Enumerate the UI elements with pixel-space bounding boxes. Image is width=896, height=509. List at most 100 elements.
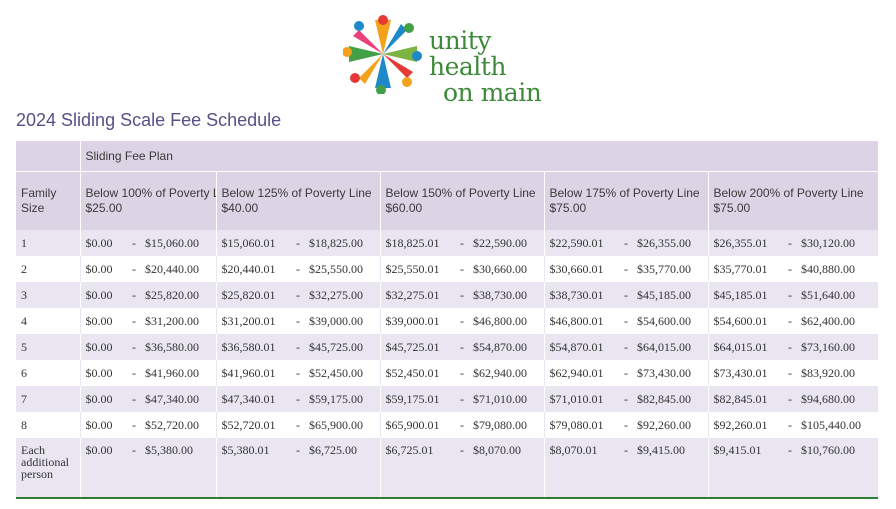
range-separator: -	[128, 308, 140, 334]
range-high-cell: $71,010.00	[468, 386, 544, 412]
range-low-cell: $54,870.01	[543, 334, 620, 360]
range-separator: -	[456, 282, 468, 308]
range-low-cell: $22,590.01	[543, 230, 620, 256]
range-low-cell: $62,940.01	[543, 360, 620, 386]
band-label: Below 100% of Poverty Line	[85, 186, 216, 200]
corner-cell	[16, 141, 81, 172]
range-low-cell: $45,185.01	[707, 282, 784, 308]
range-high-cell: $83,920.00	[796, 360, 879, 386]
family-size-cell: 8	[16, 412, 80, 438]
range-low-cell: $45,725.01	[379, 334, 456, 360]
range-high-cell: $40,880.00	[796, 256, 879, 282]
range-high-cell: $54,870.00	[468, 334, 544, 360]
range-high-cell: $79,080.00	[468, 412, 544, 438]
range-high-cell: $46,800.00	[468, 308, 544, 334]
family-size-cell: 4	[16, 308, 80, 334]
logo-starburst-icon	[343, 15, 422, 94]
range-separator: -	[784, 230, 796, 256]
range-high-cell: $6,725.00	[304, 438, 380, 498]
band-label: Below 125% of Poverty Line	[221, 186, 372, 200]
range-high-cell: $22,590.00	[468, 230, 544, 256]
family-size-cell: 2	[16, 256, 80, 282]
range-separator: -	[456, 360, 468, 386]
range-low-cell: $5,380.01	[215, 438, 292, 498]
range-high-cell: $62,400.00	[796, 308, 879, 334]
band-fee: $60.00	[385, 201, 423, 215]
range-high-cell: $39,000.00	[304, 308, 380, 334]
range-separator: -	[456, 230, 468, 256]
range-low-cell: $26,355.01	[707, 230, 784, 256]
range-separator: -	[456, 256, 468, 282]
table-row: 8 $0.00- $52,720.00 $52,720.01- $65,900.00 $6…	[16, 412, 879, 438]
range-separator: -	[620, 334, 632, 360]
range-high-cell: $92,260.00	[632, 412, 708, 438]
range-separator: -	[128, 438, 140, 498]
band-header-4: Below 175% of Poverty Line $75.00	[544, 171, 709, 230]
range-low-cell: $54,600.01	[707, 308, 784, 334]
range-low-cell: $52,450.01	[379, 360, 456, 386]
range-high-cell: $8,070.00	[468, 438, 544, 498]
range-separator: -	[292, 386, 304, 412]
range-high-cell: $59,175.00	[304, 386, 380, 412]
range-separator: -	[620, 360, 632, 386]
range-separator: -	[292, 438, 304, 498]
band-label: Below 175% of Poverty Line	[549, 186, 700, 200]
range-separator: -	[456, 334, 468, 360]
range-high-cell: $45,725.00	[304, 334, 380, 360]
table-row: 6 $0.00- $41,960.00 $41,960.01- $52,450.00 $5…	[16, 360, 879, 386]
range-low-cell: $65,900.01	[379, 412, 456, 438]
band-header-5: Below 200% of Poverty Line $75.00	[708, 171, 879, 230]
range-high-cell: $15,060.00	[140, 230, 216, 256]
range-low-cell: $71,010.01	[543, 386, 620, 412]
range-separator: -	[784, 308, 796, 334]
range-low-cell: $0.00	[79, 386, 128, 412]
range-low-cell: $46,800.01	[543, 308, 620, 334]
logo-line-2: on main	[443, 78, 542, 107]
range-low-cell: $0.00	[79, 230, 128, 256]
range-low-cell: $18,825.01	[379, 230, 456, 256]
range-low-cell: $0.00	[79, 256, 128, 282]
range-separator: -	[784, 412, 796, 438]
range-low-cell: $36,580.01	[215, 334, 292, 360]
range-low-cell: $31,200.01	[215, 308, 292, 334]
range-separator: -	[620, 256, 632, 282]
range-low-cell: $0.00	[79, 438, 128, 498]
range-high-cell: $25,820.00	[140, 282, 216, 308]
range-high-cell: $51,640.00	[796, 282, 879, 308]
band-fee: $75.00	[713, 201, 751, 215]
range-low-cell: $73,430.01	[707, 360, 784, 386]
range-high-cell: $45,185.00	[632, 282, 708, 308]
range-low-cell: $25,820.01	[215, 282, 292, 308]
range-high-cell: $26,355.00	[632, 230, 708, 256]
table-row: 7 $0.00- $47,340.00 $47,340.01- $59,175.00 $5…	[16, 386, 879, 412]
range-low-cell: $79,080.01	[543, 412, 620, 438]
table-row: 1 $0.00- $15,060.00 $15,060.01- $18,825.00 $1…	[16, 230, 879, 256]
range-low-cell: $41,960.01	[215, 360, 292, 386]
unity-health-logo[interactable]: unity health on main	[343, 14, 553, 106]
range-low-cell: $64,015.01	[707, 334, 784, 360]
family-size-cell: Each additional person	[16, 438, 80, 498]
range-high-cell: $9,415.00	[632, 438, 708, 498]
range-low-cell: $6,725.01	[379, 438, 456, 498]
band-header-2: Below 125% of Poverty Line $40.00	[216, 171, 381, 230]
bottom-rule	[16, 497, 878, 499]
range-separator: -	[784, 386, 796, 412]
range-high-cell: $20,440.00	[140, 256, 216, 282]
family-size-cell: 1	[16, 230, 80, 256]
range-low-cell: $30,660.01	[543, 256, 620, 282]
table-row: 2 $0.00- $20,440.00 $20,440.01- $25,550.00 $2…	[16, 256, 879, 282]
range-separator: -	[456, 308, 468, 334]
range-separator: -	[620, 282, 632, 308]
range-separator: -	[620, 230, 632, 256]
range-separator: -	[292, 360, 304, 386]
range-separator: -	[128, 386, 140, 412]
range-high-cell: $105,440.00	[796, 412, 879, 438]
fee-schedule-table: Sliding Fee Plan Family Size Below 100% …	[16, 141, 879, 498]
band-label: Below 200% of Poverty Line	[713, 186, 864, 200]
table-row: 3 $0.00- $25,820.00 $25,820.01- $32,275.00 $3…	[16, 282, 879, 308]
range-separator: -	[620, 412, 632, 438]
plan-header-row: Sliding Fee Plan	[16, 141, 879, 172]
range-low-cell: $32,275.01	[379, 282, 456, 308]
range-low-cell: $92,260.01	[707, 412, 784, 438]
plan-header: Sliding Fee Plan	[80, 141, 879, 172]
